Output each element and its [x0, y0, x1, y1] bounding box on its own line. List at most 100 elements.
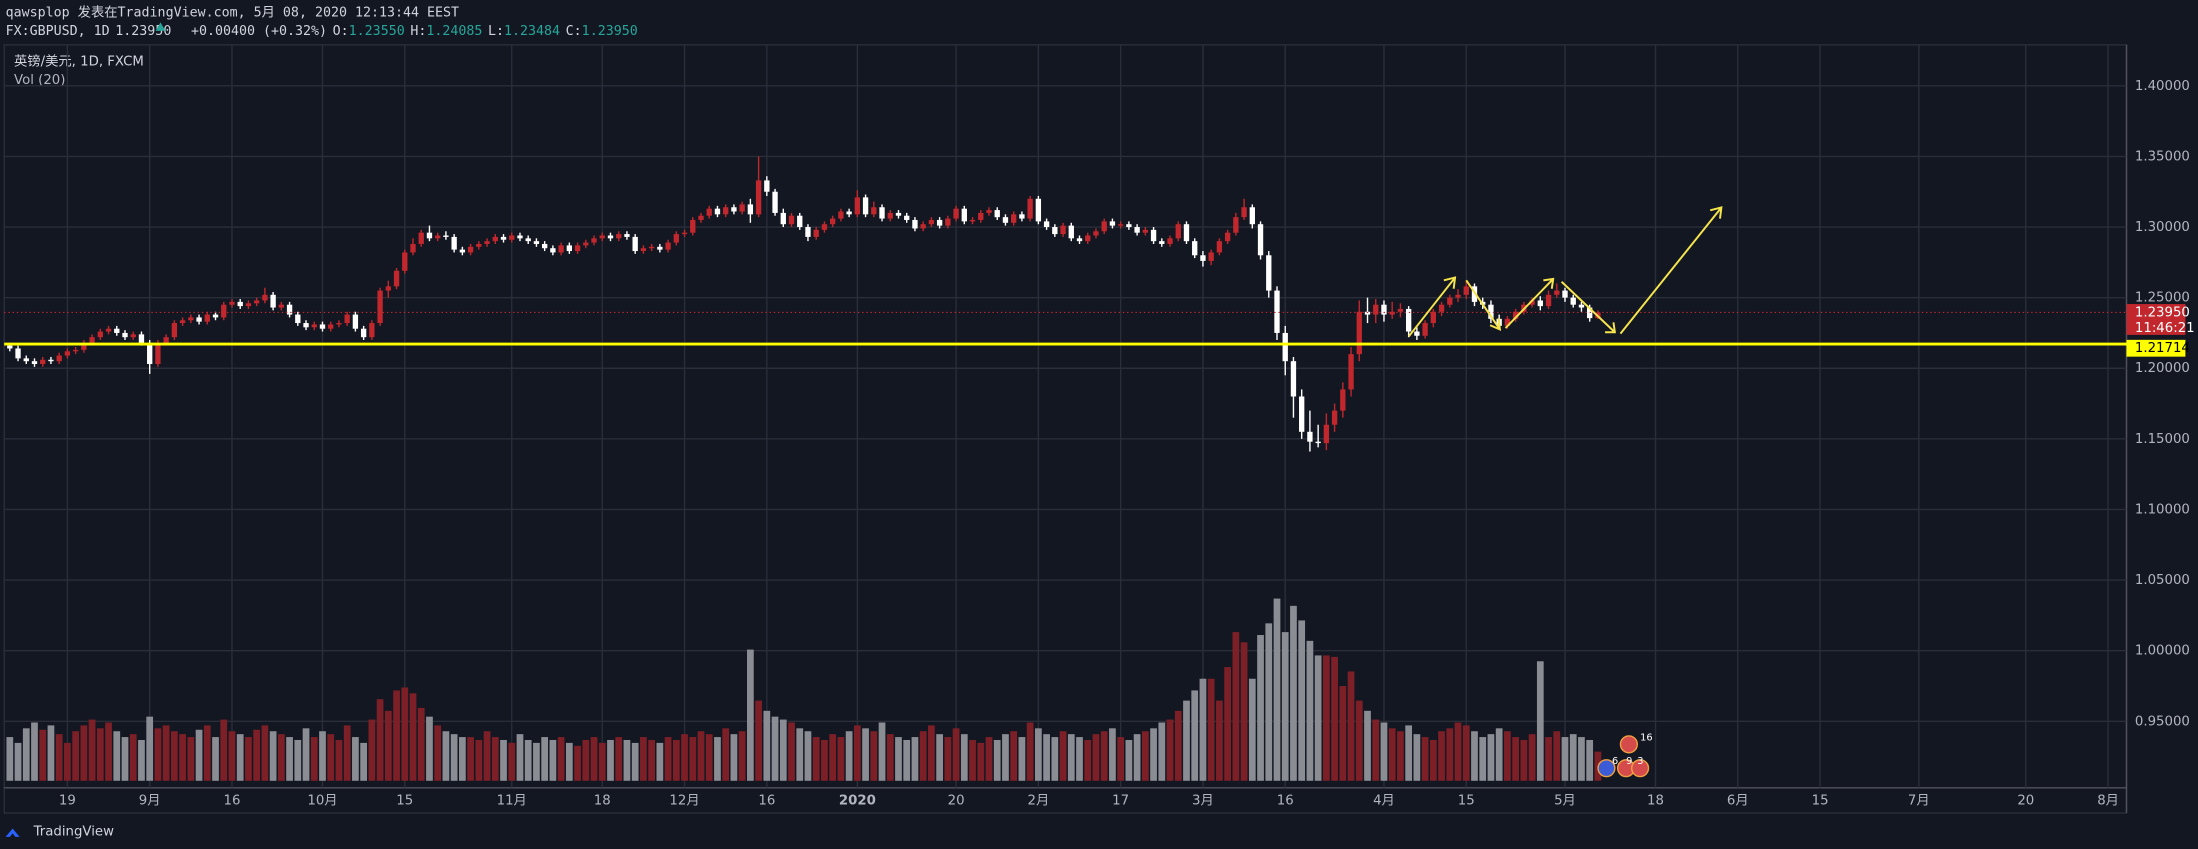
volume-bar: [138, 739, 145, 781]
volume-bar: [664, 737, 672, 781]
candle-body: [451, 236, 457, 250]
volume-bar: [195, 729, 203, 781]
candle-body: [1471, 286, 1478, 302]
candle-body: [1290, 361, 1297, 397]
volume-bar: [22, 728, 30, 781]
candle-body: [1167, 238, 1173, 244]
volume-bar: [1084, 739, 1092, 781]
candle-body: [1315, 441, 1321, 444]
volume-bar: [1561, 737, 1569, 781]
volume-bar: [96, 728, 104, 781]
volume-bar: [72, 731, 79, 781]
x-tick-label: 8月: [2097, 793, 2119, 808]
candle-body: [994, 210, 1000, 218]
volume-bar: [1125, 739, 1133, 781]
volume-bar: [442, 731, 450, 781]
volume-bar: [985, 737, 993, 781]
candle-body: [525, 238, 531, 242]
volume-bar: [1364, 710, 1371, 781]
candle-body: [574, 245, 581, 252]
volume-bar: [705, 734, 713, 781]
volume-bar: [590, 737, 598, 781]
volume-bar: [1504, 731, 1511, 781]
volume-bar: [1545, 737, 1552, 781]
candle-body: [797, 215, 803, 228]
logo-text[interactable]: TradingView: [33, 824, 114, 839]
candle-body: [731, 207, 737, 212]
volume-bar: [212, 737, 219, 781]
volume-bar: [763, 710, 771, 781]
volume-bar: [944, 737, 952, 781]
volume-bar: [475, 739, 483, 781]
candle-body: [179, 320, 186, 324]
candle-body: [846, 211, 852, 215]
volume-bar: [64, 742, 71, 781]
volume-bar: [1446, 728, 1454, 781]
volume-bar: [623, 739, 631, 781]
candle-body: [1389, 311, 1395, 315]
candle-body: [657, 246, 663, 250]
candle-body: [945, 218, 951, 226]
candle-body: [1504, 318, 1511, 326]
volume-bar: [236, 734, 244, 781]
volume-bar: [179, 734, 186, 781]
symbol: FX:GBPUSD, 1D: [6, 24, 110, 39]
volume-bar: [631, 742, 639, 781]
x-tick-label: 7月: [1908, 793, 1930, 808]
candle-body: [188, 317, 194, 321]
candle-body: [459, 249, 466, 253]
candle-body: [295, 314, 301, 324]
volume-bar: [1462, 725, 1470, 781]
candle-body: [1257, 224, 1264, 256]
candle-body: [410, 243, 416, 253]
candle-body: [393, 270, 400, 287]
last-price-tag: [2126, 304, 2186, 335]
volume-bar: [977, 742, 985, 781]
countdown-label: 11:46:21: [2135, 321, 2195, 336]
candle-body: [435, 235, 441, 239]
candle-body: [821, 224, 828, 230]
candle-body: [1529, 300, 1535, 305]
x-tick-label: 15: [1458, 793, 1475, 808]
volume-bar: [1166, 719, 1174, 781]
candle-body: [443, 235, 449, 237]
candle-body: [1578, 304, 1585, 308]
volume-bar: [615, 737, 623, 781]
change: +0.00400 (+0.32%): [191, 24, 327, 39]
volume-bar: [1495, 728, 1503, 781]
candle-body: [1249, 207, 1255, 225]
candle-body: [1002, 217, 1009, 223]
candle-body: [550, 248, 556, 253]
volume-bar: [335, 739, 343, 781]
logo-icon[interactable]: [5, 828, 20, 837]
volume-bar: [55, 734, 63, 781]
volume-bar: [812, 737, 820, 781]
candle-body: [583, 242, 589, 246]
candle-body: [336, 323, 342, 325]
volume-bar: [1397, 731, 1404, 781]
candle-body: [1208, 252, 1214, 261]
y-tick-label: 1.05000: [2135, 573, 2190, 588]
x-tick-label: 3月: [1192, 793, 1214, 808]
event-count: 16: [1640, 732, 1652, 743]
volume-bar: [582, 739, 590, 781]
volume-bar: [936, 734, 943, 781]
candle-body: [1142, 229, 1149, 233]
volume-bar: [1372, 719, 1380, 781]
x-tick-label: 19: [59, 793, 76, 808]
volume-bar: [1248, 678, 1256, 781]
candle-body: [467, 246, 474, 253]
candle-body: [89, 337, 95, 343]
volume-bar: [187, 737, 195, 781]
candle-body: [1035, 198, 1042, 222]
volume-bar: [1380, 722, 1388, 781]
candle-body: [303, 323, 309, 328]
candle-body: [500, 236, 507, 240]
candle-body: [1183, 224, 1190, 242]
candle-body: [1307, 431, 1313, 442]
volume-bar: [640, 737, 647, 781]
candle-body: [1175, 224, 1181, 239]
volume-bar: [516, 734, 524, 781]
